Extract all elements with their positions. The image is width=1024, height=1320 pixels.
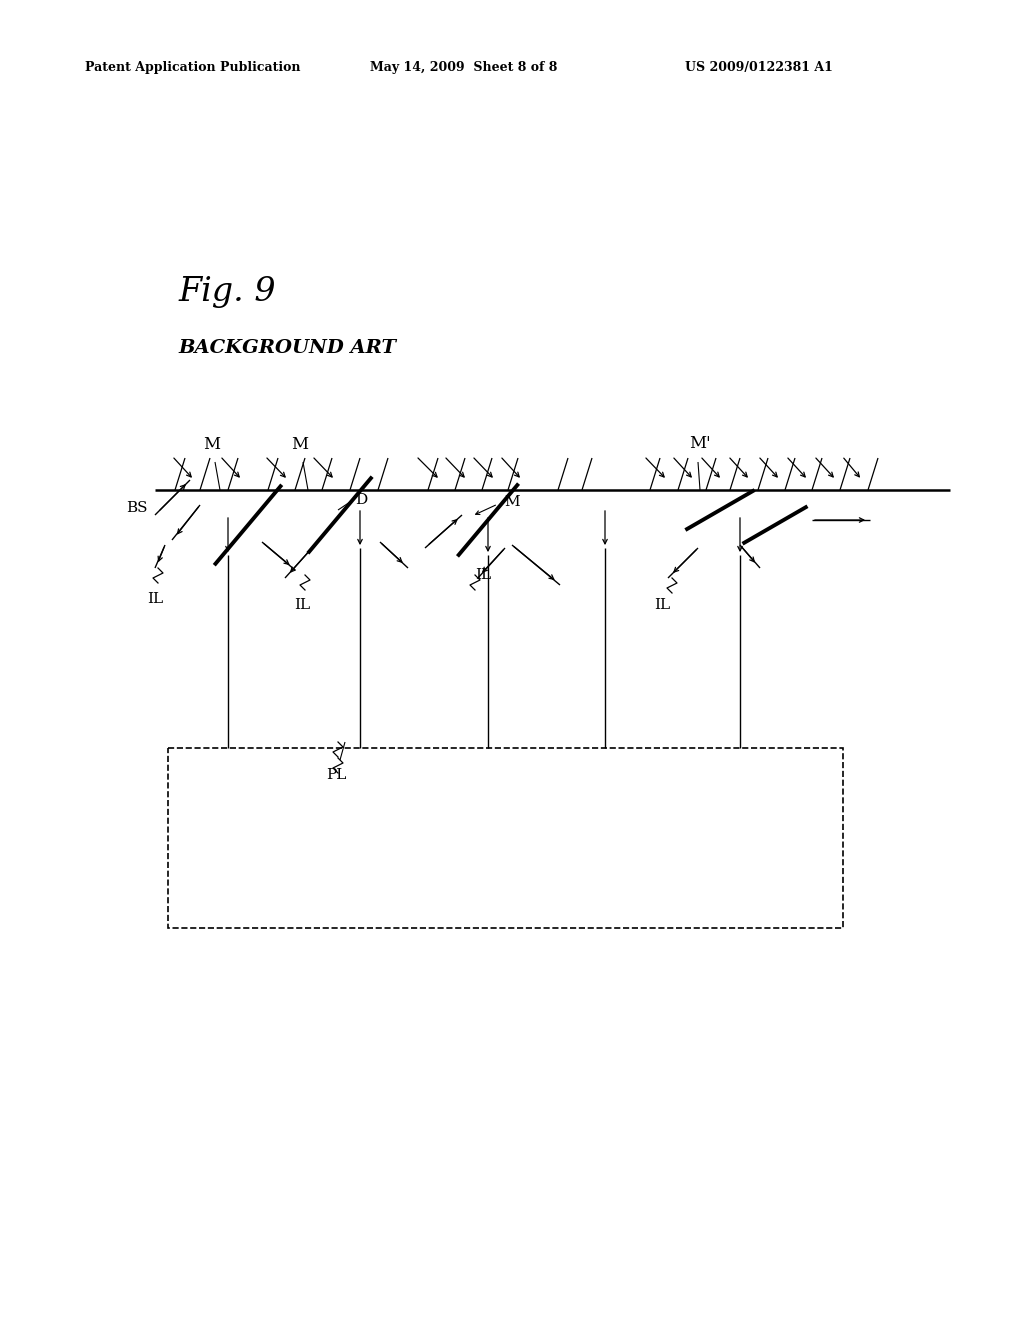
Text: Patent Application Publication: Patent Application Publication	[85, 62, 300, 74]
Text: PL: PL	[326, 768, 346, 781]
Text: IL: IL	[294, 598, 310, 612]
Text: IL: IL	[654, 598, 670, 612]
Text: D: D	[355, 492, 368, 507]
Text: M: M	[204, 436, 220, 453]
Text: M: M	[504, 495, 519, 510]
Text: IL: IL	[146, 591, 163, 606]
Text: BACKGROUND ART: BACKGROUND ART	[178, 339, 396, 356]
Bar	[168, 748, 843, 928]
Text: Fig. 9: Fig. 9	[178, 276, 275, 308]
Text: M: M	[292, 436, 308, 453]
Text: M': M'	[689, 436, 711, 451]
Text: IL: IL	[475, 568, 492, 582]
Text: US 2009/0122381 A1: US 2009/0122381 A1	[685, 62, 833, 74]
Text: BS: BS	[127, 502, 148, 515]
Text: May 14, 2009  Sheet 8 of 8: May 14, 2009 Sheet 8 of 8	[370, 62, 557, 74]
